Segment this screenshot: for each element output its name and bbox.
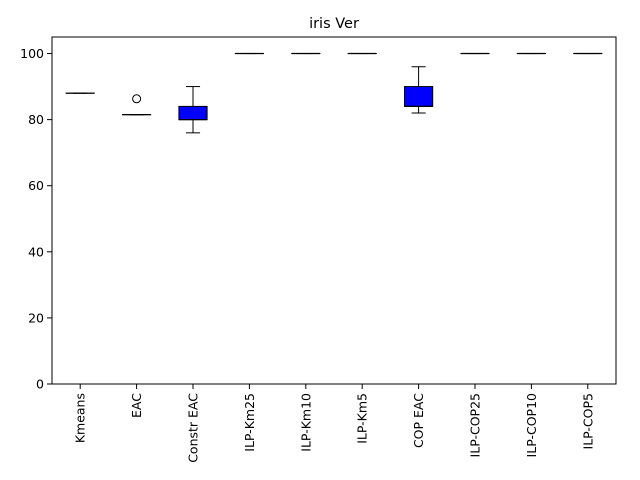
y-tick-label: 40: [28, 244, 44, 259]
box-group: [122, 94, 152, 116]
box-group: [178, 86, 208, 134]
boxes-layer: [65, 52, 603, 134]
y-tick-label: 80: [28, 112, 44, 127]
outlier-point: [132, 94, 142, 104]
x-tick-label: Kmeans: [73, 393, 88, 443]
x-tick-label: COP EAC: [411, 393, 426, 448]
x-tick-label: EAC: [129, 393, 144, 418]
box-body: [404, 86, 434, 107]
x-tick-label: Constr EAC: [186, 393, 201, 463]
x-tick-label: ILP-Km25: [242, 393, 257, 452]
x-tick-label: ILP-COP5: [580, 393, 595, 449]
y-tick-label: 0: [36, 377, 44, 392]
chart-title: iris Ver: [309, 16, 359, 32]
x-tick-label: ILP-Km10: [298, 393, 313, 452]
axes: 0 20 40 60 80 100 Kmeans EAC Constr EAC ILP-Km25 I…: [20, 46, 595, 463]
y-tick-label: 60: [28, 178, 44, 193]
x-tick-label: ILP-COP10: [524, 393, 539, 457]
x-tick-label: ILP-COP25: [468, 393, 483, 457]
x-tick-label: ILP-Km5: [355, 393, 370, 444]
y-tick-label: 100: [20, 46, 44, 61]
plot-frame: [51, 36, 617, 385]
box-group: [404, 66, 434, 114]
box-body: [178, 105, 208, 121]
y-tick-label: 20: [28, 310, 44, 325]
